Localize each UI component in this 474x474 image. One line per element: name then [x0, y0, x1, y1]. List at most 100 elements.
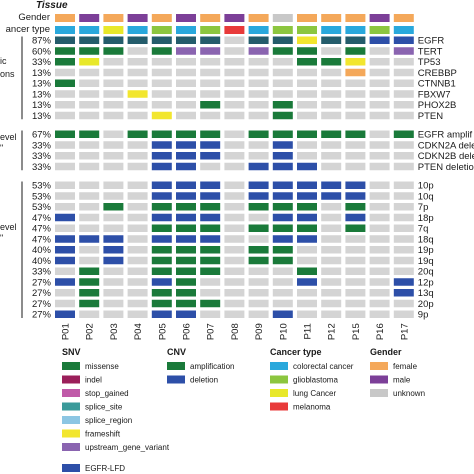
cell-cdkn2a-delet-P17 [393, 141, 414, 149]
cell-18q-P02 [79, 235, 100, 243]
cell-phox2b-P11 [297, 101, 317, 109]
row-percent: 33% [32, 267, 52, 278]
cell-13q-P08 [224, 289, 245, 297]
cell-18p-P16 [369, 213, 390, 222]
cell-crebbp-P09 [248, 68, 269, 77]
cell-20p-P16 [369, 299, 390, 308]
cell-cdkn2b-delet-P04 [127, 152, 148, 160]
sample-label: P05 [157, 323, 168, 340]
cell-tert-P08 [224, 47, 245, 55]
legend-label: male [393, 376, 411, 385]
cell-fbxw7-P09 [248, 90, 269, 98]
cell-10p-P17 [393, 181, 414, 189]
row-percent: 13% [32, 100, 52, 111]
cell-fbxw7-P15 [345, 90, 366, 98]
cell-19p-P06 [176, 246, 196, 254]
cell-18q-P12 [321, 235, 342, 243]
gender-cell-P06 [176, 14, 196, 22]
cell-tert-P16 [369, 47, 390, 55]
cell-tp53-P02 [79, 58, 100, 66]
cell-tp53-P15 [345, 58, 366, 66]
cell-20p-P11 [297, 299, 317, 308]
cell-13q-P04 [127, 289, 148, 297]
cell-tert-P04 [127, 47, 148, 55]
cell-crebbp-P17 [393, 68, 414, 77]
cell-20q-P17 [393, 267, 414, 275]
cell-20q-P11 [297, 267, 317, 275]
cell-pten-deletio-P10 [272, 162, 293, 171]
cell-20p-P03 [103, 299, 124, 308]
row-percent: 27% [32, 310, 52, 321]
cell-19q-P05 [151, 256, 172, 265]
cell-tert-P17 [393, 47, 414, 55]
cell-ctnnb1-P11 [297, 79, 317, 87]
cell-phox2b-P07 [200, 101, 221, 109]
cell-cdkn2b-delet-P05 [151, 152, 172, 160]
cell-egfr-P01 [55, 36, 75, 44]
cell-10q-P11 [297, 192, 317, 200]
cell-tert-P12 [321, 47, 342, 55]
cell-phox2b-P15 [345, 101, 366, 109]
cell-19q-P10 [272, 256, 293, 265]
row-label: PHOX2B [418, 100, 457, 111]
cancer-type-cell-P04 [127, 26, 148, 34]
cell-19p-P15 [345, 246, 366, 254]
cell-cdkn2a-delet-P05 [151, 141, 172, 149]
cell-9p-P17 [393, 310, 414, 318]
cell-10q-P08 [224, 192, 245, 200]
cell-egfr-P05 [151, 36, 172, 44]
legend-swatch-indel [62, 375, 80, 384]
cell-9p-P12 [321, 310, 342, 318]
cell-7p-P06 [176, 203, 196, 211]
cell-ctnnb1-P12 [321, 79, 342, 87]
cell-pten-P03 [103, 111, 124, 120]
cell-7p-P16 [369, 203, 390, 211]
cell-crebbp-P04 [127, 68, 148, 77]
cell-18p-P04 [127, 213, 148, 222]
cell-12p-P02 [79, 278, 100, 286]
sample-label: P12 [327, 323, 338, 340]
cell-7q-P08 [224, 224, 245, 232]
cell-19p-P08 [224, 246, 245, 254]
cell-cdkn2a-delet-P10 [272, 141, 293, 149]
cell-egfr-P08 [224, 36, 245, 44]
cell-20p-P07 [200, 299, 221, 308]
cell-18q-P04 [127, 235, 148, 243]
cancer-type-cell-P06 [176, 26, 196, 34]
row-percent: 33% [32, 57, 52, 68]
cell-7q-P01 [55, 224, 75, 232]
gender-cell-P17 [393, 14, 414, 22]
cell-tp53-P04 [127, 58, 148, 66]
cancer-type-cell-P02 [79, 26, 100, 34]
cell-phox2b-P09 [248, 101, 269, 109]
cell-20q-P01 [55, 267, 75, 275]
gender-cell-P04 [127, 14, 148, 22]
cell-18p-P12 [321, 213, 342, 222]
cell-pten-P01 [55, 111, 75, 120]
gender-cell-P03 [103, 14, 124, 22]
cell-10q-P07 [200, 192, 221, 200]
row-label: 18p [418, 213, 434, 224]
legend-label: colorectal cancer [293, 362, 354, 371]
cell-19q-P07 [200, 256, 221, 265]
legend-swatch-glioblastoma [270, 375, 288, 384]
cell-ctnnb1-P01 [55, 79, 75, 87]
cell-phox2b-P03 [103, 101, 124, 109]
gender-cell-P16 [369, 14, 390, 22]
cell-egfr-P06 [176, 36, 196, 44]
cell-tert-P05 [151, 47, 172, 55]
cell-13q-P07 [200, 289, 221, 297]
cell-18p-P01 [55, 213, 75, 222]
sample-label: P04 [133, 323, 144, 340]
cell-7p-P09 [248, 203, 269, 211]
cell-10q-P16 [369, 192, 390, 200]
cell-12p-P11 [297, 278, 317, 286]
cancer-type-cell-P05 [151, 26, 172, 34]
cell-20q-P10 [272, 267, 293, 275]
cell-ctnnb1-P09 [248, 79, 269, 87]
cell-7q-P07 [200, 224, 221, 232]
cell-12p-P03 [103, 278, 124, 286]
legend-label: frameshift [85, 430, 121, 439]
cell-12p-P04 [127, 278, 148, 286]
cell-pten-P17 [393, 111, 414, 120]
